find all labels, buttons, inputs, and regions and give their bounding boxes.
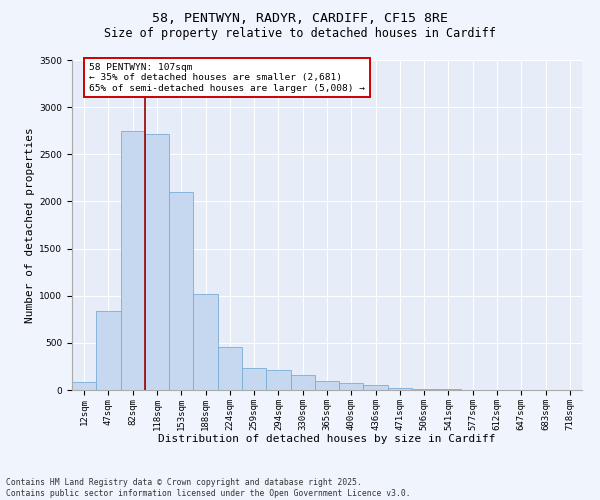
Text: 58 PENTWYN: 107sqm
← 35% of detached houses are smaller (2,681)
65% of semi-deta: 58 PENTWYN: 107sqm ← 35% of detached hou…	[89, 63, 365, 92]
Bar	[266, 370, 290, 390]
Bar	[96, 311, 121, 390]
Text: Contains HM Land Registry data © Crown copyright and database right 2025.
Contai: Contains HM Land Registry data © Crown c…	[6, 478, 410, 498]
Bar	[290, 376, 315, 390]
Bar	[169, 192, 193, 390]
Bar	[412, 389, 436, 390]
X-axis label: Distribution of detached houses by size in Cardiff: Distribution of detached houses by size …	[158, 434, 496, 444]
Bar	[121, 130, 145, 390]
Bar	[388, 388, 412, 390]
Bar	[364, 386, 388, 390]
Bar	[242, 368, 266, 390]
Bar	[315, 380, 339, 390]
Y-axis label: Number of detached properties: Number of detached properties	[25, 127, 35, 323]
Text: 58, PENTWYN, RADYR, CARDIFF, CF15 8RE: 58, PENTWYN, RADYR, CARDIFF, CF15 8RE	[152, 12, 448, 26]
Text: Size of property relative to detached houses in Cardiff: Size of property relative to detached ho…	[104, 28, 496, 40]
Bar	[339, 383, 364, 390]
Bar	[218, 346, 242, 390]
Bar	[72, 382, 96, 390]
Bar	[145, 134, 169, 390]
Bar	[193, 294, 218, 390]
